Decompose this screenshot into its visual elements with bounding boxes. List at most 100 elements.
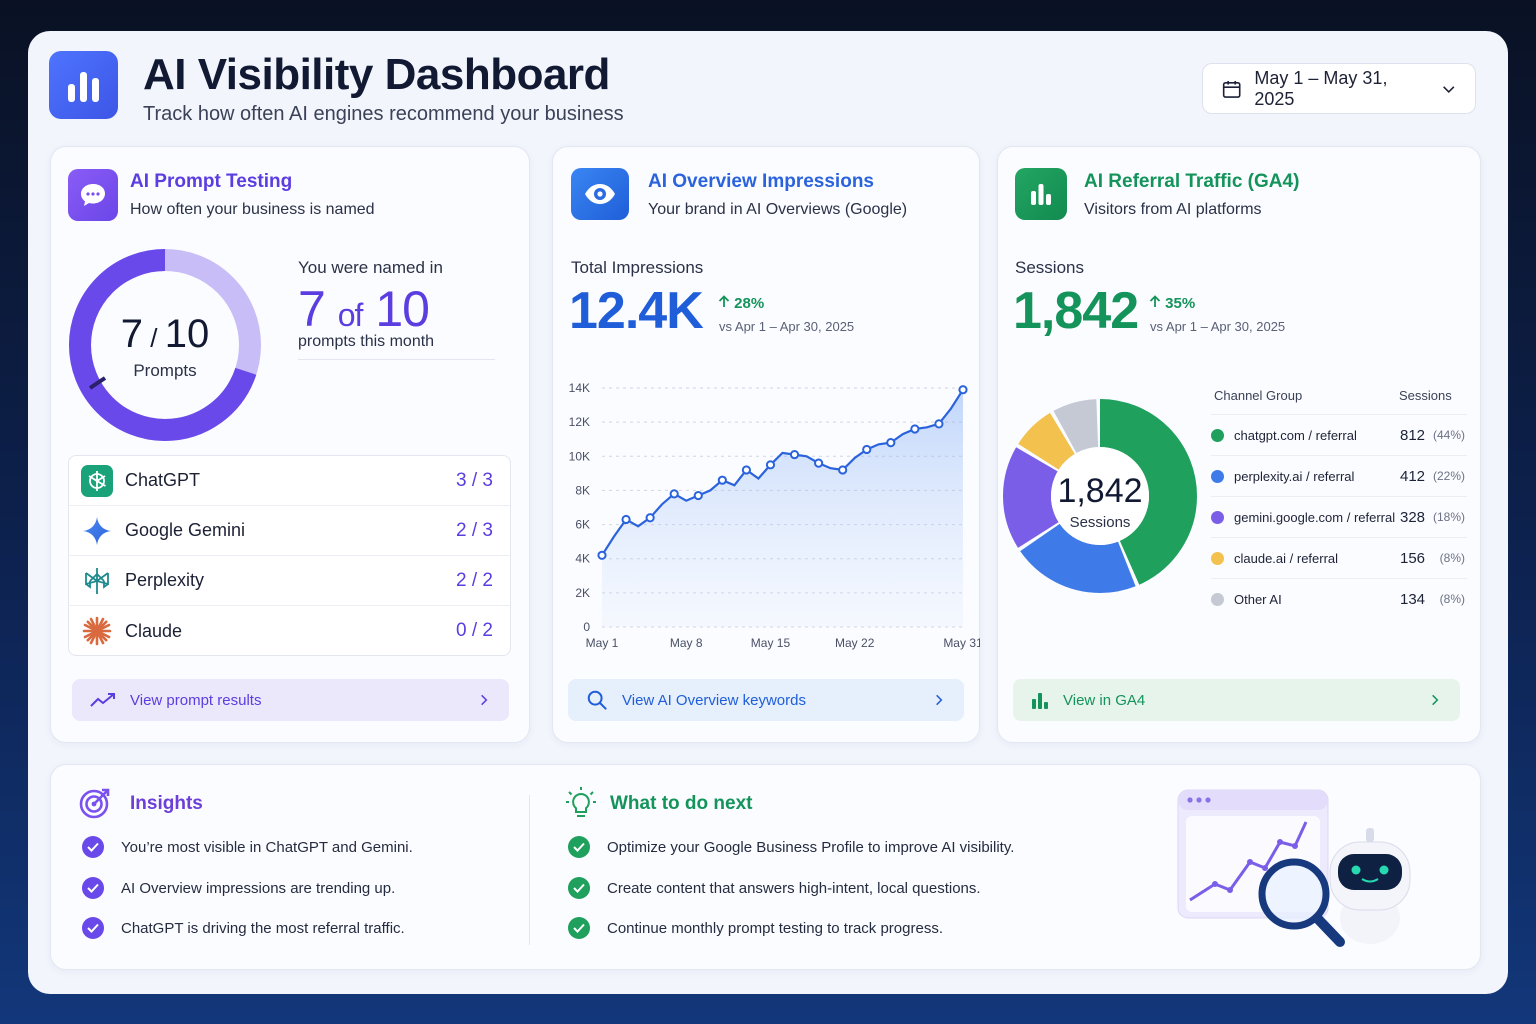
channel-sessions: 156 <box>1400 549 1426 567</box>
perplexity-icon <box>81 565 113 597</box>
channel-name: gemini.google.com / referral <box>1234 509 1396 525</box>
check-icon <box>568 917 590 939</box>
bar-chart-logo-icon <box>49 51 118 119</box>
data-point <box>886 438 896 448</box>
sessions-delta-value: 35% <box>1165 295 1196 312</box>
date-range-value: May 1 – May 31, 2025 <box>1254 67 1388 109</box>
gemini-icon <box>81 515 113 547</box>
donut-marker <box>88 376 107 390</box>
view-ai-overview-keywords-label: View AI Overview keywords <box>622 691 806 709</box>
date-range-picker[interactable]: May 1 – May 31, 2025 <box>1202 63 1476 114</box>
calendar-icon <box>1222 80 1241 98</box>
data-point <box>862 444 872 455</box>
legend-dot <box>1211 469 1224 483</box>
engine-name: Claude <box>125 620 183 641</box>
named-total-value: 10 <box>375 281 430 337</box>
data-point <box>693 490 703 501</box>
next-steps-title: What to do next <box>610 793 753 814</box>
channel-group-header: Channel Group <box>1214 388 1303 403</box>
impressions-delta: 28% <box>718 295 764 312</box>
y-tick-label: 0 <box>583 620 590 634</box>
impressions-area <box>602 389 963 627</box>
channel-percent: (8%) <box>1439 592 1465 606</box>
data-point <box>789 449 800 460</box>
eye-icon <box>571 168 629 220</box>
engine-row-gemini[interactable]: Google Gemini 2 / 3 <box>69 506 510 556</box>
named-of: of <box>337 297 364 333</box>
engine-list: ChatGPT 3 / 3 Google Gemini 2 / 3 Perple… <box>68 455 511 656</box>
next-step-item: Create content that answers high-intent,… <box>568 877 981 899</box>
next-step-text: Optimize your Google Business Profile to… <box>607 838 1015 856</box>
data-point <box>741 465 751 475</box>
arrow-up-icon <box>1149 295 1161 307</box>
engine-name: ChatGPT <box>125 470 201 490</box>
insight-text: AI Overview impressions are trending up. <box>121 879 396 897</box>
data-point <box>958 385 968 395</box>
y-tick-label: 4K <box>575 552 590 566</box>
chevron-right-icon <box>1432 694 1439 706</box>
sessions-label: Sessions <box>1015 258 1084 277</box>
data-point <box>669 489 679 499</box>
divider <box>529 795 530 945</box>
search-icon <box>587 690 607 710</box>
legend-dot <box>1211 592 1224 606</box>
prompts-donut-total: 10 <box>164 312 210 356</box>
check-icon <box>568 836 590 858</box>
engine-row-chatgpt[interactable]: ChatGPT 3 / 3 <box>69 456 510 506</box>
engine-row-claude[interactable]: Claude 0 / 2 <box>69 606 510 655</box>
check-icon <box>82 917 104 939</box>
donut-progress-arc <box>69 249 261 441</box>
ai-overview-title: AI Overview Impressions <box>648 171 874 192</box>
channel-sessions: 328 <box>1400 508 1426 526</box>
impressions-label: Total Impressions <box>571 258 704 277</box>
engine-name: Perplexity <box>125 570 205 590</box>
channel-sessions: 812 <box>1400 426 1426 444</box>
prompts-donut-label: Prompts <box>133 361 197 380</box>
x-tick-label: May 15 <box>751 636 791 650</box>
view-in-ga4-button[interactable]: View in GA4 <box>1013 679 1460 721</box>
x-tick-label: May 1 <box>586 636 619 650</box>
channel-percent: (8%) <box>1439 551 1465 565</box>
insight-text: You’re most visible in ChatGPT and Gemin… <box>121 838 413 856</box>
chevron-right-icon <box>481 694 488 706</box>
bar-chart-icon <box>1015 168 1067 220</box>
trend-up-icon <box>90 693 115 707</box>
legend-dot <box>1211 510 1224 524</box>
y-tick-label: 2K <box>575 586 590 600</box>
sessions-header: Sessions <box>1399 388 1452 403</box>
view-prompt-results-button[interactable]: View prompt results <box>72 679 509 721</box>
sessions-delta: 35% <box>1149 295 1195 312</box>
impressions-delta-compare: vs Apr 1 – Apr 30, 2025 <box>719 319 855 334</box>
channel-row: Other AI 134 (8%) <box>1211 578 1467 619</box>
chevron-down-icon <box>1442 85 1454 93</box>
insight-item: AI Overview impressions are trending up. <box>82 877 395 899</box>
channel-row: perplexity.ai / referral 412 (22%) <box>1211 455 1467 496</box>
prompts-donut-chart <box>69 249 261 441</box>
named-count: 7 of 10 <box>298 280 430 338</box>
page-title: AI Visibility Dashboard <box>143 50 610 99</box>
channel-sessions: 412 <box>1400 467 1426 485</box>
view-in-ga4-label: View in GA4 <box>1063 691 1146 709</box>
y-tick-label: 10K <box>569 449 590 463</box>
named-sub: prompts this month <box>298 333 435 350</box>
data-point <box>621 514 631 525</box>
engine-score: 0 / 2 <box>456 620 493 641</box>
divider <box>298 359 495 360</box>
impressions-delta-value: 28% <box>734 295 765 312</box>
channel-name: claude.ai / referral <box>1234 550 1339 566</box>
view-ai-overview-keywords-button[interactable]: View AI Overview keywords <box>568 679 964 721</box>
channel-row: chatgpt.com / referral 812 (44%) <box>1211 414 1467 455</box>
engine-row-perplexity[interactable]: Perplexity 2 / 2 <box>69 556 510 606</box>
claude-icon <box>81 615 113 647</box>
data-point <box>765 460 776 470</box>
data-point <box>597 550 607 560</box>
engine-name: Google Gemini <box>125 520 246 540</box>
sessions-value: 1,842 <box>1013 282 1139 340</box>
check-icon <box>82 836 104 858</box>
y-tick-label: 6K <box>575 518 590 532</box>
data-point <box>838 465 848 475</box>
impressions-line <box>601 389 964 556</box>
named-count-value: 7 <box>298 281 326 337</box>
insight-item: You’re most visible in ChatGPT and Gemin… <box>82 836 413 858</box>
page-subtitle: Track how often AI engines recommend you… <box>143 103 624 125</box>
